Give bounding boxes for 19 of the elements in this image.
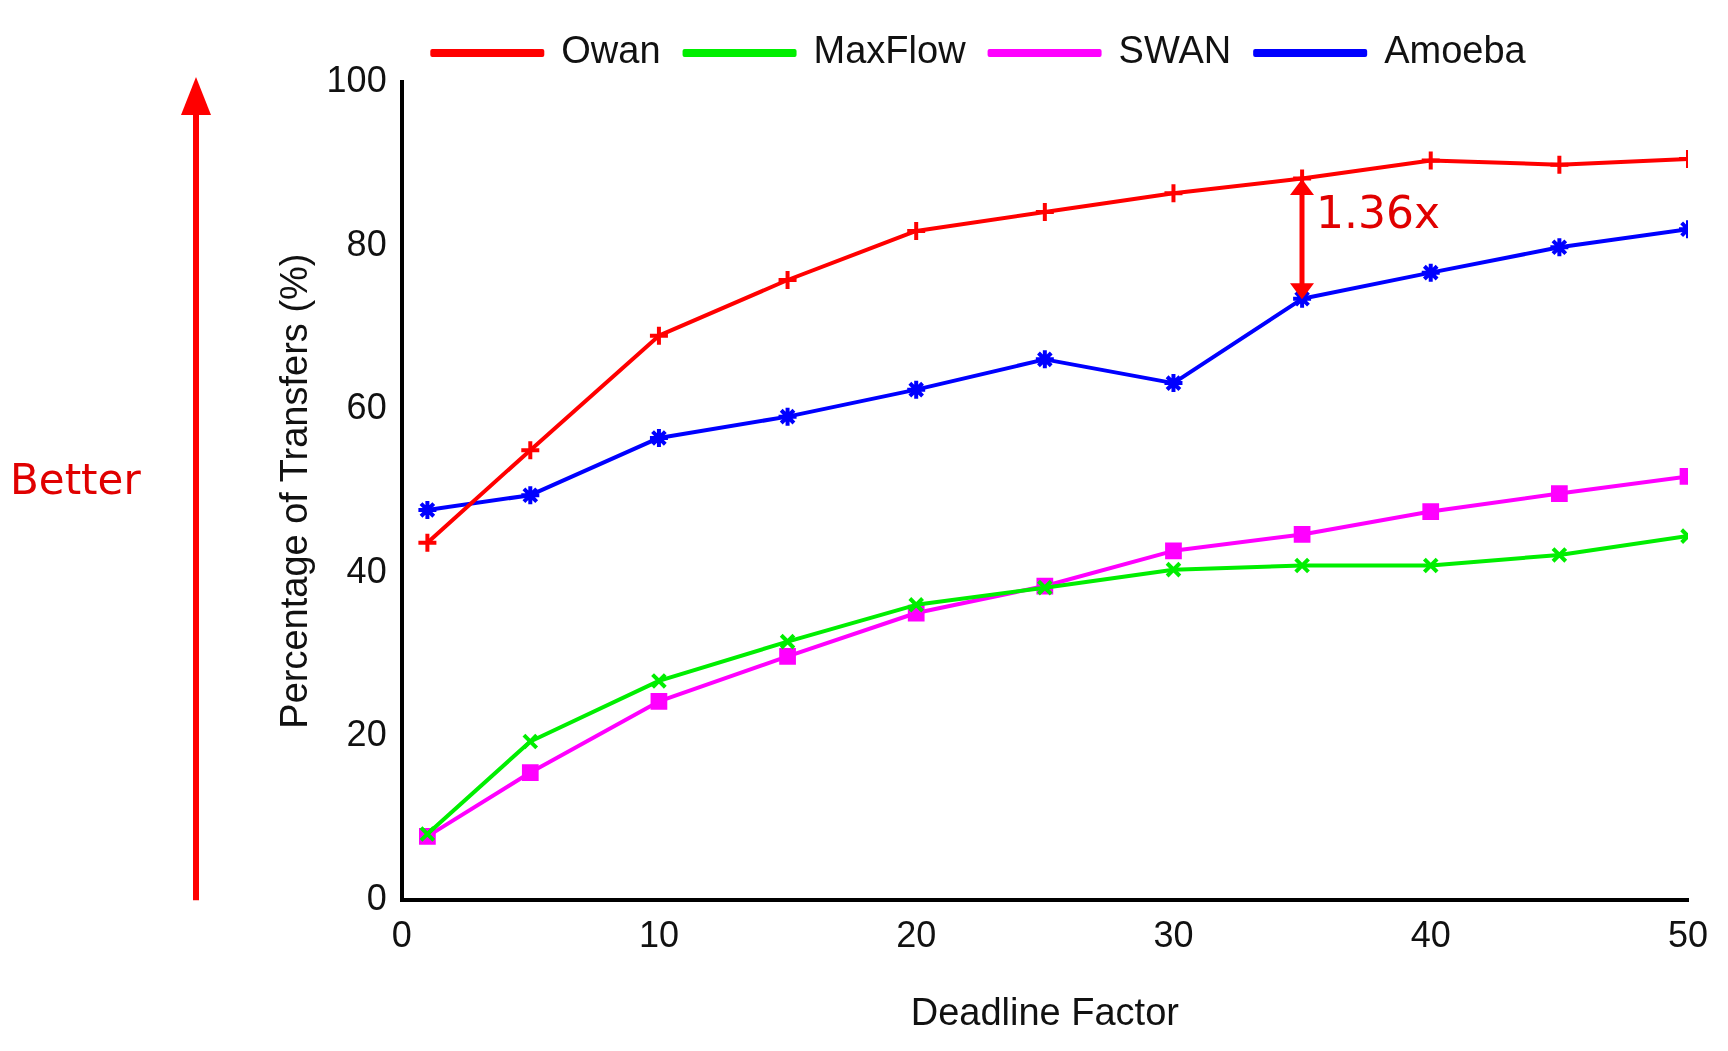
- y-tick-label: 20: [346, 713, 387, 755]
- text: Better: [10, 455, 141, 504]
- x-axis-title: Deadline Factor: [910, 990, 1180, 1033]
- y-tick-label: 40: [346, 549, 387, 591]
- y-axis-title: Percentage of Transfers (%): [273, 253, 316, 729]
- y-tick-label: 0: [366, 877, 387, 919]
- x-tick-label: 10: [638, 913, 679, 955]
- y-tick-label: 60: [346, 386, 387, 428]
- y-tick-label: 80: [346, 222, 387, 264]
- x-tick-label: 20: [896, 913, 937, 955]
- x-tick-label: 40: [1410, 913, 1451, 955]
- annotation: 1.36x: [1316, 186, 1441, 238]
- legend-label: Owan: [561, 29, 661, 72]
- x-tick-label: 50: [1667, 913, 1709, 955]
- legend-label: SWAN: [1118, 29, 1232, 72]
- legend-label: MaxFlow: [813, 29, 967, 72]
- legend-label: Amoeba: [1384, 29, 1527, 72]
- y-tick-label: 100: [326, 58, 387, 100]
- x-tick-label: 30: [1153, 913, 1194, 955]
